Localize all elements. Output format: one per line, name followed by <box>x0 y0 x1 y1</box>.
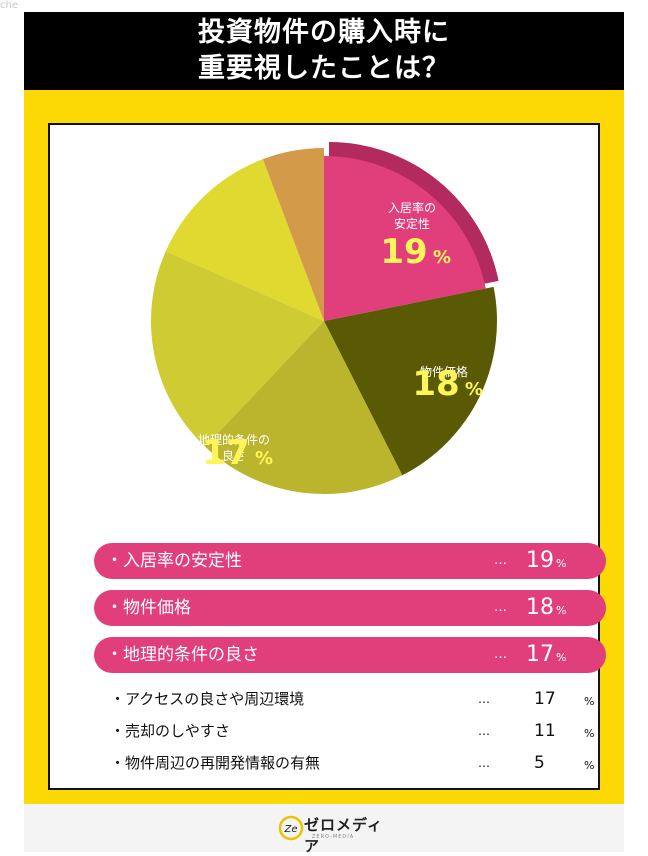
ranking-label: ・アクセスの良さや周辺環境 <box>110 690 305 708</box>
pie-label-unit: % <box>433 247 451 268</box>
pie-slice <box>205 321 403 494</box>
ranking-label: ・売却のしやすさ <box>110 722 230 740</box>
title-bar: 投資物件の購入時に 重要視したことは？ <box>24 12 624 90</box>
ranking-label: ・入居率の安定性 <box>106 551 242 571</box>
pie-label-text: 安定性 <box>394 216 430 231</box>
ranking-value: 11 <box>534 721 556 741</box>
zero-media-logo: Ze ゼロメディア ZERO-MEDIA <box>278 814 388 855</box>
ranking-item-5: ・売却のしやすさ … 11 % <box>110 717 600 745</box>
ranking-label: ・物件価格 <box>106 598 191 618</box>
corner-text: che <box>0 0 18 11</box>
ranking-dots: … <box>494 600 507 615</box>
ranking-unit: % <box>556 557 567 570</box>
ranking-item-3: ・地理的条件の良さ … 17 % <box>94 637 606 673</box>
pie-slice <box>324 286 497 476</box>
ranking-unit: % <box>556 651 567 664</box>
ranking-unit: % <box>556 604 567 617</box>
ranking-dots: … <box>478 756 490 770</box>
ranking-value: 19 <box>526 548 554 573</box>
pie-label-value: 18 <box>412 364 459 404</box>
ranking-label: ・物件周辺の再開発情報の有無 <box>110 754 321 772</box>
chart-card: 入居率の 安定性 19% 物件価格 18% 地理的条件の 良さ 17% ・入居率の安定性 … … <box>48 123 606 790</box>
ranking-dots: … <box>478 692 490 706</box>
ranking-dots: … <box>494 553 507 568</box>
ranking-unit: % <box>584 727 595 740</box>
ranking-value: 18 <box>526 595 554 620</box>
pie-slice <box>262 148 324 321</box>
infographic-frame: 投資物件の購入時に 重要視したことは？ 入居率の 安定性 19% 物件価格 18% 地理的… <box>24 12 624 804</box>
pie-label-unit: % <box>255 448 273 469</box>
ranking-value: 5 <box>534 753 545 773</box>
pie-label-text: 良さ <box>222 448 246 463</box>
ranking-dots: … <box>494 647 507 662</box>
ranking-item-1: ・入居率の安定性 … 19 % <box>94 543 606 579</box>
title-line-2: 重要視したことは？ <box>198 53 450 84</box>
footer: Ze ゼロメディア ZERO-MEDIA <box>24 804 624 855</box>
ranking-unit: % <box>584 695 595 708</box>
logo-mark-icon: Ze <box>278 815 304 841</box>
ranking-item-2: ・物件価格 … 18 % <box>94 590 606 626</box>
logo-mark-text: Ze <box>283 824 297 835</box>
pie-label-unit: % <box>465 379 483 400</box>
title-line-1: 投資物件の購入時に <box>198 17 450 48</box>
logo-text: ゼロメディア <box>304 816 383 855</box>
ranking-dots: … <box>478 724 490 738</box>
pie-label-text: 地理的条件の <box>198 432 270 447</box>
ranking-unit: % <box>584 759 595 772</box>
pie-slice <box>324 156 486 321</box>
ranking-value: 17 <box>526 642 554 667</box>
ranking-item-6: ・物件周辺の再開発情報の有無 … 5 % <box>110 749 600 777</box>
pie-label-text: 入居率の <box>388 200 436 215</box>
pie-slice <box>165 159 324 321</box>
ranking-item-4: ・アクセスの良さや周辺環境 … 17 % <box>110 685 600 713</box>
pie-label-value: 19 <box>380 232 427 272</box>
pie-label-value: 17 <box>202 433 249 473</box>
pie-slice <box>151 251 324 447</box>
logo-subtext: ZERO-MEDIA <box>312 834 355 840</box>
pie-label-text: 物件価格 <box>420 364 468 379</box>
ranking-value: 17 <box>534 689 556 709</box>
ranking-label: ・地理的条件の良さ <box>106 645 259 665</box>
